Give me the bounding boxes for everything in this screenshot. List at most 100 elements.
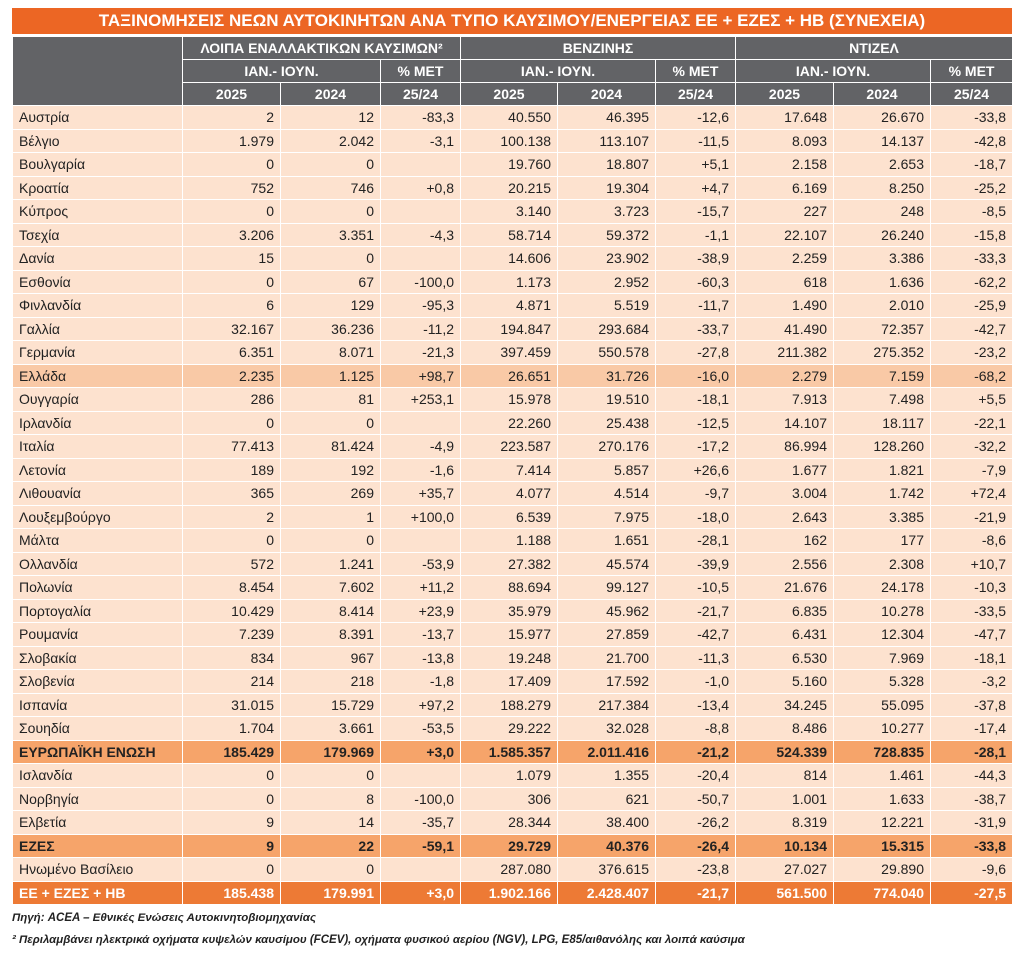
value-cell: 162 bbox=[735, 528, 834, 553]
table-row: Ρουμανία 7.239 8.391 -13,7 15.977 27.859 -42,7… bbox=[12, 622, 1014, 647]
value-cell: 1.585.357 bbox=[460, 739, 558, 764]
value-cell: 14.107 bbox=[735, 410, 834, 435]
value-cell: 621 bbox=[557, 786, 656, 811]
value-cell: 0 bbox=[182, 763, 281, 788]
country-cell: Ισλανδία bbox=[12, 763, 183, 788]
value-cell: +11,2 bbox=[380, 575, 461, 600]
value-cell: 1.001 bbox=[735, 786, 834, 811]
value-cell: 834 bbox=[182, 645, 281, 670]
value-cell: -62,2 bbox=[929, 269, 1014, 294]
table-row: ΕΥΡΩΠΑΪΚΗ ΕΝΩΣΗ 185.429 179.969 +3,0 1.585.3… bbox=[12, 739, 1014, 764]
value-cell: 3.351 bbox=[280, 222, 381, 247]
value-cell: 0 bbox=[182, 199, 281, 224]
country-cell: Τσεχία bbox=[12, 222, 183, 247]
value-cell: -44,3 bbox=[929, 763, 1014, 788]
value-cell: 10.278 bbox=[833, 598, 931, 623]
value-cell: -3,2 bbox=[929, 669, 1014, 694]
value-cell: 7.159 bbox=[833, 363, 931, 388]
value-cell: 29.729 bbox=[460, 833, 558, 858]
header-row: 2025 2024 25/24 2025 2024 25/24 2025 2024 25/24 bbox=[13, 82, 1014, 106]
value-cell: 0 bbox=[182, 152, 281, 177]
table-row: ΕΕ + ΕΖΕΣ + ΗΒ 185.438 179.991 +3,0 1.902.16… bbox=[12, 880, 1014, 905]
value-cell: 6.169 bbox=[735, 175, 834, 200]
value-cell: 3.385 bbox=[833, 504, 931, 529]
value-cell: 550.578 bbox=[557, 340, 656, 365]
table-row: Νορβηγία 0 8 -100,0 306 621 -50,7 1.001 1.633 -38… bbox=[12, 786, 1014, 811]
period-header: ΙΑΝ.- ΙΟΥΝ. bbox=[460, 59, 656, 83]
value-cell: 45.574 bbox=[557, 551, 656, 576]
country-cell: Βουλγαρία bbox=[12, 152, 183, 177]
value-cell: 8.319 bbox=[735, 810, 834, 835]
value-cell: -100,0 bbox=[380, 786, 461, 811]
value-cell: -8,6 bbox=[929, 528, 1014, 553]
year-header: 25/24 bbox=[929, 82, 1014, 106]
value-cell: 35.979 bbox=[460, 598, 558, 623]
value-cell: +3,0 bbox=[380, 739, 461, 764]
value-cell: 179.991 bbox=[280, 880, 381, 905]
value-cell: 223.587 bbox=[460, 434, 558, 459]
value-cell bbox=[380, 152, 461, 177]
country-cell: ΕΥΡΩΠΑΪΚΗ ΕΝΩΣΗ bbox=[12, 739, 183, 764]
value-cell: 1.677 bbox=[735, 457, 834, 482]
value-cell: 27.859 bbox=[557, 622, 656, 647]
value-cell: 561.500 bbox=[735, 880, 834, 905]
table-row: Ουγγαρία 286 81 +253,1 15.978 19.510 -18,1 7.91… bbox=[12, 387, 1014, 412]
value-cell: 15.977 bbox=[460, 622, 558, 647]
value-cell: -21,2 bbox=[655, 739, 736, 764]
value-cell: -21,9 bbox=[929, 504, 1014, 529]
value-cell bbox=[380, 857, 461, 882]
value-cell: 967 bbox=[280, 645, 381, 670]
value-cell: -1,8 bbox=[380, 669, 461, 694]
value-cell: 6 bbox=[182, 293, 281, 318]
value-cell: 77.413 bbox=[182, 434, 281, 459]
value-cell: 0 bbox=[280, 763, 381, 788]
value-cell: -1,1 bbox=[655, 222, 736, 247]
value-cell: 365 bbox=[182, 481, 281, 506]
value-cell: 7.969 bbox=[833, 645, 931, 670]
value-cell: 26.651 bbox=[460, 363, 558, 388]
value-cell: 21.700 bbox=[557, 645, 656, 670]
value-cell: -33,8 bbox=[929, 833, 1014, 858]
value-cell: 7.913 bbox=[735, 387, 834, 412]
period-header: ΙΑΝ.- ΙΟΥΝ. bbox=[182, 59, 381, 83]
value-cell: 2.643 bbox=[735, 504, 834, 529]
country-cell: ΕΖΕΣ bbox=[12, 833, 183, 858]
table-row: Ισλανδία 0 0 1.079 1.355 -20,4 814 1.461 -44,3 bbox=[12, 763, 1014, 788]
value-cell: 5.857 bbox=[557, 457, 656, 482]
value-cell: +0,8 bbox=[380, 175, 461, 200]
value-cell: 2.279 bbox=[735, 363, 834, 388]
value-cell: 286 bbox=[182, 387, 281, 412]
value-cell: 287.080 bbox=[460, 857, 558, 882]
value-cell: -8,5 bbox=[929, 199, 1014, 224]
value-cell: -42,7 bbox=[655, 622, 736, 647]
country-cell: Λετονία bbox=[12, 457, 183, 482]
value-cell: 2.010 bbox=[833, 293, 931, 318]
value-cell: 275.352 bbox=[833, 340, 931, 365]
period-header: ΙΑΝ.- ΙΟΥΝ. bbox=[735, 59, 931, 83]
value-cell: 10.277 bbox=[833, 716, 931, 741]
change-header: % ΜΕΤ bbox=[655, 59, 736, 83]
table-row: Σουηδία 1.704 3.661 -53,5 29.222 32.028 -8,8 8.… bbox=[12, 716, 1014, 741]
table-row: Αυστρία 2 12 -83,3 40.550 46.395 -12,6 17.648 26… bbox=[12, 105, 1014, 130]
value-cell: 17.409 bbox=[460, 669, 558, 694]
change-header: % ΜΕΤ bbox=[929, 59, 1014, 83]
value-cell: 19.248 bbox=[460, 645, 558, 670]
value-cell: -15,7 bbox=[655, 199, 736, 224]
country-cell: Σουηδία bbox=[12, 716, 183, 741]
value-cell bbox=[380, 410, 461, 435]
value-cell: 1 bbox=[280, 504, 381, 529]
value-cell: 3.723 bbox=[557, 199, 656, 224]
value-cell: 5.160 bbox=[735, 669, 834, 694]
value-cell: 128.260 bbox=[833, 434, 931, 459]
value-cell: 0 bbox=[280, 246, 381, 271]
value-cell: 376.615 bbox=[557, 857, 656, 882]
value-cell: 19.510 bbox=[557, 387, 656, 412]
value-cell: 26.670 bbox=[833, 105, 931, 130]
value-cell: 192 bbox=[280, 457, 381, 482]
value-cell: -83,3 bbox=[380, 105, 461, 130]
table-row: Εσθονία 0 67 -100,0 1.173 2.952 -60,3 618 1.636-… bbox=[12, 269, 1014, 294]
value-cell: 45.962 bbox=[557, 598, 656, 623]
value-cell: 32.028 bbox=[557, 716, 656, 741]
value-cell: -13,7 bbox=[380, 622, 461, 647]
value-cell: 2.952 bbox=[557, 269, 656, 294]
